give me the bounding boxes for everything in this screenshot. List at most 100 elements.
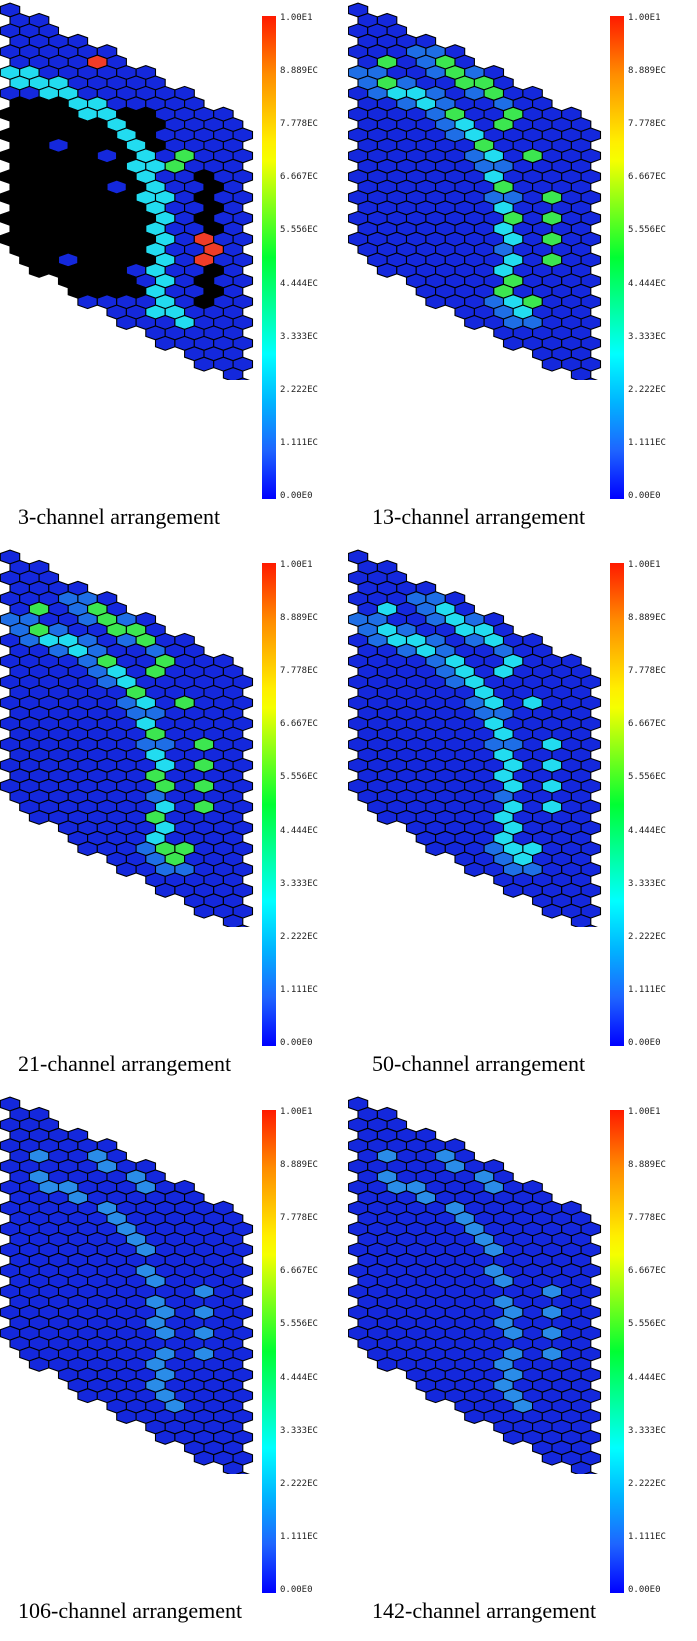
hex-cell [235, 1471, 250, 1474]
colorbar-tick-label: 6.667EC [280, 719, 318, 730]
hex-cell [425, 841, 446, 857]
colorbar-tick-label: 7.778EC [628, 119, 666, 130]
hex-cell [502, 882, 524, 898]
colorbar-tick-label: 3.333EC [280, 878, 318, 889]
colorbar-tick-label: 1.111EC [280, 1531, 318, 1542]
colorbar-tick-label: 8.889EC [628, 66, 666, 77]
hex-cell [502, 335, 524, 351]
colorbar-tick-label: 3.333EC [280, 1425, 318, 1436]
colorbar-tick-label: 1.111EC [280, 437, 318, 448]
hex-cell [541, 903, 563, 919]
colorbar-tick-label: 4.444EC [280, 278, 318, 289]
colorbar-tick-label: 4.444EC [628, 825, 666, 836]
colorbar-tick-label: 2.222EC [280, 931, 318, 942]
hex-cell [77, 1388, 98, 1404]
colorbar-tick-label: 1.111EC [628, 1531, 666, 1542]
hex-cell [541, 356, 563, 372]
hex-cell [116, 861, 137, 877]
panel-50ch: 1.00E1 8.889EC 7.778EC 6.667EC 5.556EC 4.444E… [348, 547, 696, 1094]
colorbar-tick-label: 5.556EC [280, 772, 318, 783]
panel-106ch: 1.00E1 8.889EC 7.778EC 6.667EC 5.556EC 4.444E… [0, 1094, 348, 1641]
hex-map [0, 1096, 254, 1474]
hex-map [0, 549, 254, 927]
colorbar-tick-label: 0.00E0 [280, 1038, 313, 1048]
panel-142ch: 1.00E1 8.889EC 7.778EC 6.667EC 5.556EC 4.444E… [348, 1094, 696, 1641]
hex-cell [193, 356, 215, 372]
colorbar-tick-label: 5.556EC [280, 1319, 318, 1330]
colorbar-tick-label: 5.556EC [280, 225, 318, 236]
hex-map [0, 2, 254, 380]
colorbar-tick-label: 8.889EC [628, 1160, 666, 1171]
panel-caption: 21-channel arrangement [18, 1051, 232, 1076]
hex-map [348, 1096, 602, 1474]
colorbar-tick-label: 4.444EC [628, 1372, 666, 1383]
hex-cell [77, 841, 98, 857]
colorbar-tick-label: 3.333EC [280, 331, 318, 342]
colorbar [610, 1110, 624, 1593]
colorbar-tick-label: 2.222EC [628, 384, 666, 395]
colorbar-tick-label: 1.111EC [628, 437, 666, 448]
colorbar-tick-label: 1.00E1 [628, 13, 661, 23]
colorbar-tick-label: 0.00E0 [628, 1038, 661, 1048]
hex-map [348, 2, 602, 380]
colorbar-tick-label: 8.889EC [280, 66, 318, 77]
colorbar-tick-label: 4.444EC [280, 1372, 318, 1383]
hex-cell [154, 882, 176, 898]
colorbar-tick-label: 4.444EC [628, 278, 666, 289]
colorbar-tick-label: 8.889EC [280, 613, 318, 624]
panel-caption: 106-channel arrangement [18, 1598, 243, 1623]
panel-caption: 13-channel arrangement [372, 504, 586, 529]
hex-cell [376, 809, 398, 825]
hex-cell [28, 1356, 50, 1372]
colorbar-tick-label: 7.778EC [628, 666, 666, 677]
colorbar-tick-label: 3.333EC [628, 878, 666, 889]
hex-cell [193, 903, 215, 919]
colorbar-tick-label: 2.222EC [280, 1478, 318, 1489]
colorbar-tick-label: 7.778EC [280, 666, 318, 677]
colorbar [262, 16, 276, 499]
colorbar-tick-label: 1.00E1 [628, 560, 661, 570]
colorbar-tick-label: 8.889EC [628, 613, 666, 624]
colorbar-tick-label: 1.00E1 [628, 1107, 661, 1117]
colorbar-tick-label: 6.667EC [628, 172, 666, 183]
hex-cell [541, 1450, 563, 1466]
colorbar-tick-label: 8.889EC [280, 1160, 318, 1171]
hex-cell [235, 924, 250, 927]
colorbar-tick-label: 3.333EC [628, 1425, 666, 1436]
colorbar-tick-label: 1.00E1 [280, 1107, 313, 1117]
hex-cell [583, 377, 598, 380]
colorbar-tick-label: 7.778EC [628, 1213, 666, 1224]
hex-map [348, 549, 602, 927]
colorbar [262, 1110, 276, 1593]
hex-cell [235, 377, 250, 380]
colorbar-tick-label: 1.111EC [280, 984, 318, 995]
panel-caption: 50-channel arrangement [372, 1051, 586, 1076]
hex-cell [583, 1471, 598, 1474]
colorbar-tick-label: 7.778EC [280, 1213, 318, 1224]
hex-cell [154, 335, 176, 351]
hex-cell [193, 1450, 215, 1466]
hex-cell [28, 809, 50, 825]
colorbar [262, 563, 276, 1046]
colorbar-tick-label: 0.00E0 [280, 491, 313, 501]
colorbar-tick-label: 2.222EC [628, 931, 666, 942]
colorbar-tick-label: 7.778EC [280, 119, 318, 130]
hex-cell [425, 294, 446, 310]
colorbar-tick-label: 6.667EC [628, 719, 666, 730]
colorbar-tick-label: 0.00E0 [628, 1585, 661, 1595]
hex-cell [116, 314, 137, 330]
colorbar-tick-label: 6.667EC [280, 172, 318, 183]
panel-caption: 142-channel arrangement [372, 1598, 597, 1623]
panel-13ch: 1.00E1 8.889EC 7.778EC 6.667EC 5.556EC 4.444E… [348, 0, 696, 547]
colorbar-tick-label: 0.00E0 [280, 1585, 313, 1595]
colorbar [610, 16, 624, 499]
hex-cell [502, 1429, 524, 1445]
colorbar-tick-label: 3.333EC [628, 331, 666, 342]
hex-cell [464, 314, 485, 330]
colorbar [610, 563, 624, 1046]
colorbar-tick-label: 4.444EC [280, 825, 318, 836]
panel-21ch: 1.00E1 8.889EC 7.778EC 6.667EC 5.556EC 4.444E… [0, 547, 348, 1094]
colorbar-tick-label: 2.222EC [280, 384, 318, 395]
hex-cell [28, 262, 50, 278]
colorbar-tick-label: 2.222EC [628, 1478, 666, 1489]
